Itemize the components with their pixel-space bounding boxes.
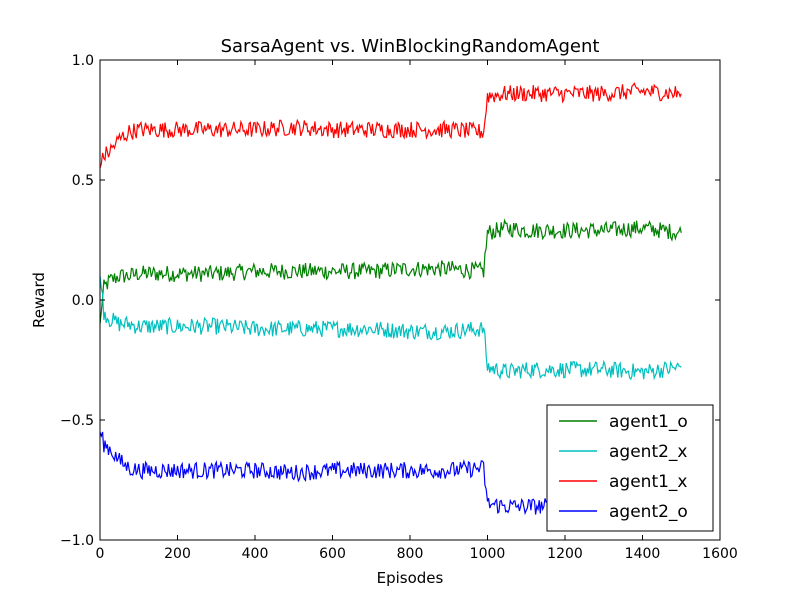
y-tick-label: 0.0 [72,293,94,309]
chart-title: SarsaAgent vs. WinBlockingRandomAgent [221,36,600,57]
series-line-agent2-x [99,275,682,381]
axis-ticks: 0 200 400 600 800 1000 1200 1400 1600 1.0 0.5 0.0 −0… [60,53,738,562]
x-tick-label: 600 [319,546,346,562]
x-tick-label: 200 [164,546,191,562]
legend-label: agent2_o [609,502,688,522]
x-tick-label: 1600 [702,546,738,562]
series-line-agent1-x [99,82,682,169]
x-tick-label: 400 [242,546,269,562]
legend-box [546,404,714,532]
x-tick-label: 1200 [547,546,583,562]
y-tick-label: −1.0 [60,533,94,549]
x-tick-label: 0 [96,546,105,562]
series-line-agent1-o [99,218,682,325]
legend-label: agent1_x [609,472,687,492]
y-tick-label: −0.5 [60,413,94,429]
legend-label: agent1_o [609,412,688,432]
legend: agent1_o agent2_x agent1_x agent2_o [546,404,714,532]
x-tick-label: 800 [397,546,424,562]
legend-label: agent2_x [609,442,687,462]
x-tick-label: 1400 [625,546,661,562]
x-tick-label: 1000 [470,546,506,562]
x-axis-label: Episodes [377,569,444,587]
y-tick-label: 1.0 [72,53,94,69]
y-tick-label: 0.5 [72,173,94,189]
y-axis-label: Reward [30,272,48,328]
